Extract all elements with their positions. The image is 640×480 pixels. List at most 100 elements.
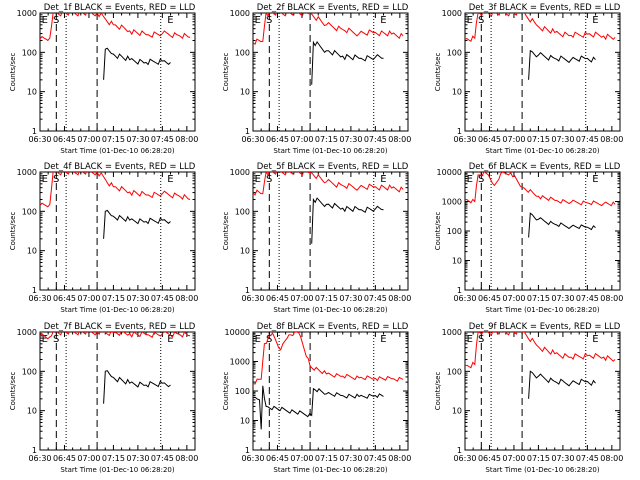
event-marker-e: E — [42, 334, 48, 345]
panel-title: Det_5f BLACK = Events, RED = LLD — [257, 162, 409, 172]
x-tick-label: 07:30 — [126, 135, 149, 144]
lld-series-line — [253, 332, 404, 385]
x-axis-title: Start Time (01-Dec-10 06:28:20) — [485, 466, 599, 474]
y-tick-label: 10 — [452, 407, 462, 416]
x-tick-label: 06:45 — [53, 294, 76, 303]
x-tick-label: 06:30 — [241, 454, 264, 463]
y-tick-label: 10000 — [225, 328, 250, 337]
panel-title: Det_1f BLACK = Events, RED = LLD — [44, 3, 196, 13]
event-marker-e: E — [467, 334, 473, 345]
plot-frame — [252, 171, 409, 291]
plot-frame — [464, 171, 621, 291]
event-marker-s: S — [266, 334, 272, 345]
event-marker-s: S — [53, 334, 59, 345]
y-axis-title: Counts/sec — [222, 372, 230, 411]
x-tick-label: 07:15 — [315, 294, 338, 303]
x-tick-label: 07:15 — [527, 294, 550, 303]
panel-8: Det_8f BLACK = Events, RED = LLD Counts/s… — [222, 322, 411, 474]
panel-4: Det_4f BLACK = Events, RED = LLD Counts/s… — [9, 162, 198, 314]
x-tick-label: 06:45 — [53, 454, 76, 463]
y-tick-label: 10000 — [437, 168, 462, 177]
x-axis-title: Start Time (01-Dec-10 06:28:20) — [273, 466, 387, 474]
panel-title: Det_2f BLACK = Events, RED = LLD — [257, 3, 409, 13]
event-marker-e: E — [467, 174, 473, 185]
lld-series-line — [253, 172, 404, 196]
x-tick-label: 06:45 — [478, 454, 501, 463]
x-tick-label: 06:30 — [241, 135, 264, 144]
x-tick-label: 06:30 — [453, 454, 476, 463]
y-tick-label: 1000 — [442, 198, 462, 207]
y-axis-title: Counts/sec — [434, 372, 442, 411]
y-tick-label: 1000 — [230, 168, 250, 177]
events-series-line — [253, 385, 384, 430]
x-tick-label: 07:45 — [364, 135, 387, 144]
x-tick-label: 08:00 — [175, 454, 198, 463]
x-tick-label: 07:15 — [102, 294, 125, 303]
y-tick-label: 1 — [245, 286, 250, 295]
lld-series-line — [40, 172, 191, 208]
y-tick-label: 1000 — [230, 358, 250, 367]
event-marker-s: S — [53, 174, 59, 185]
panel-2: Det_2f BLACK = Events, RED = LLD Counts/s… — [222, 3, 411, 155]
y-tick-label: 10 — [452, 257, 462, 266]
x-tick-label: 08:00 — [388, 454, 411, 463]
y-tick-label: 1 — [245, 127, 250, 136]
lld-series-line — [253, 13, 404, 46]
x-tick-label: 07:30 — [551, 294, 574, 303]
panel-7: Det_7f BLACK = Events, RED = LLD Counts/s… — [9, 322, 198, 474]
x-tick-label: 07:15 — [315, 135, 338, 144]
x-tick-label: 07:30 — [126, 294, 149, 303]
x-tick-label: 07:45 — [364, 454, 387, 463]
y-axis-title: Counts/sec — [434, 53, 442, 92]
event-marker-e: E — [380, 334, 386, 345]
event-marker-e: E — [380, 15, 386, 26]
x-tick-label: 06:45 — [266, 454, 289, 463]
panel-title: Det_4f BLACK = Events, RED = LLD — [44, 162, 196, 172]
x-tick-label: 07:00 — [502, 454, 525, 463]
series-group — [465, 332, 616, 399]
event-marker-e: E — [592, 15, 598, 26]
y-tick-label: 10 — [240, 247, 250, 256]
x-tick-label: 06:45 — [478, 294, 501, 303]
y-tick-label: 1 — [32, 286, 37, 295]
x-tick-label: 06:30 — [28, 454, 51, 463]
series-group — [253, 332, 404, 430]
series-group — [253, 13, 404, 85]
plot-frame — [39, 12, 196, 132]
x-tick-label: 07:00 — [502, 294, 525, 303]
y-axis-title: Counts/sec — [434, 212, 442, 251]
event-marker-e: E — [42, 174, 48, 185]
event-marker-e: E — [42, 15, 48, 26]
plot-frame — [464, 12, 621, 132]
x-tick-label: 06:45 — [266, 135, 289, 144]
lld-series-line — [465, 13, 616, 42]
event-marker-s: S — [266, 174, 272, 185]
y-axis-title: Counts/sec — [9, 372, 17, 411]
y-tick-label: 1 — [245, 446, 250, 455]
x-tick-label: 06:45 — [266, 294, 289, 303]
y-tick-label: 10 — [240, 88, 250, 97]
y-tick-label: 10 — [452, 88, 462, 97]
event-marker-e: E — [255, 174, 261, 185]
series-group — [40, 13, 191, 80]
event-marker-e: E — [592, 334, 598, 345]
x-tick-label: 07:00 — [290, 135, 313, 144]
events-series-line — [103, 209, 171, 239]
events-series-line — [528, 49, 596, 80]
x-tick-label: 07:00 — [77, 294, 100, 303]
x-tick-label: 07:15 — [315, 454, 338, 463]
x-axis-title: Start Time (01-Dec-10 06:28:20) — [60, 466, 174, 474]
plot-frame — [39, 331, 196, 451]
y-tick-label: 1000 — [17, 328, 37, 337]
x-tick-label: 07:15 — [102, 135, 125, 144]
x-tick-label: 07:15 — [527, 454, 550, 463]
x-tick-label: 07:30 — [339, 294, 362, 303]
x-tick-label: 07:30 — [126, 454, 149, 463]
y-tick-label: 100 — [22, 367, 37, 376]
series-group — [465, 13, 616, 80]
y-axis-title: Counts/sec — [9, 53, 17, 92]
event-marker-s: S — [478, 15, 484, 26]
y-tick-label: 1 — [457, 446, 462, 455]
x-tick-label: 07:00 — [290, 294, 313, 303]
